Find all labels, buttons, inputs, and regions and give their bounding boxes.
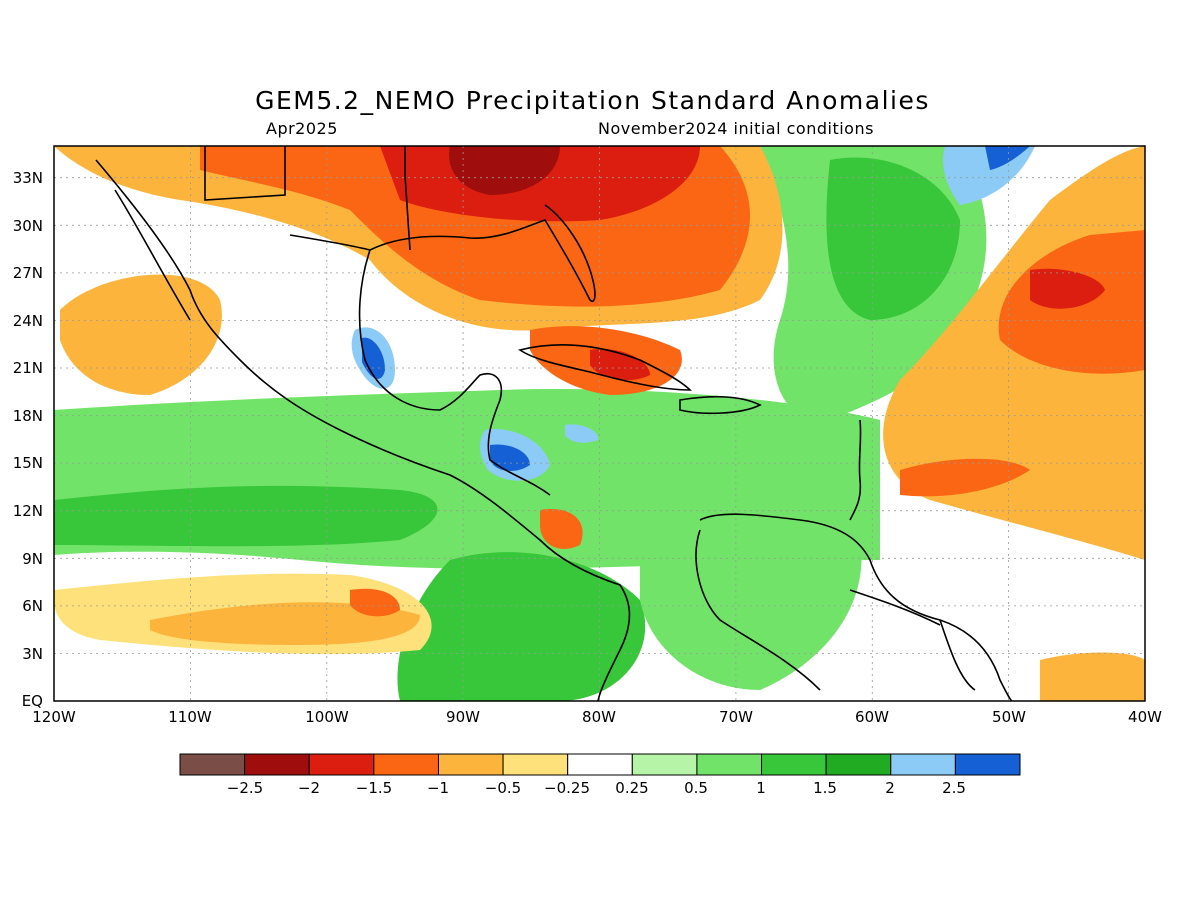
colorbar-swatch-5 bbox=[437, 753, 504, 776]
colorbar-swatch-3 bbox=[308, 753, 375, 776]
lat-label-6n: 6N bbox=[22, 597, 43, 615]
colorbar-swatch-10 bbox=[761, 753, 827, 776]
lat-label-21n: 21N bbox=[13, 359, 43, 377]
lat-label-9n: 9N bbox=[22, 550, 43, 568]
colorbar-label-12: 2.5 bbox=[942, 779, 966, 797]
lon-label-40w: 40W bbox=[1128, 708, 1162, 726]
colorbar-swatch-11 bbox=[825, 753, 892, 776]
lat-label-33n: 33N bbox=[13, 169, 43, 187]
lat-lon-grid bbox=[54, 146, 1145, 701]
lat-label-eq: EQ bbox=[22, 692, 43, 710]
chart-title: GEM5.2_NEMO Precipitation Standard Anoma… bbox=[255, 86, 930, 115]
colorbar-label-2: −2 bbox=[298, 779, 320, 797]
initial-conditions: November2024 initial conditions bbox=[598, 119, 874, 138]
lon-label-90w: 90W bbox=[446, 708, 480, 726]
colorbar-label-6: −0.25 bbox=[544, 779, 590, 797]
colorbar-swatch-7 bbox=[567, 753, 633, 776]
latitude-labels: EQ 3N 6N 9N 12N 15N 18N 21N 24N 27N 30N … bbox=[13, 169, 43, 710]
lon-label-60w: 60W bbox=[855, 708, 889, 726]
lat-label-30n: 30N bbox=[13, 217, 43, 235]
colorbar-labels: −2.5 −2 −1.5 −1 −0.5 −0.25 0.25 0.5 1 1.… bbox=[227, 779, 966, 797]
lon-label-70w: 70W bbox=[719, 708, 753, 726]
coastlines bbox=[95, 146, 1013, 701]
colorbar-swatch-12 bbox=[890, 753, 956, 776]
colorbar bbox=[179, 753, 1021, 776]
colorbar-swatch-8 bbox=[631, 753, 698, 776]
lat-label-12n: 12N bbox=[13, 502, 43, 520]
colorbar-label-7: 0.25 bbox=[615, 779, 648, 797]
colorbar-swatch-6 bbox=[502, 753, 569, 776]
longitude-labels: 120W 110W 100W 90W 80W 70W 60W 50W 40W bbox=[32, 708, 1162, 726]
lat-label-15n: 15N bbox=[13, 454, 43, 472]
colorbar-label-8: 0.5 bbox=[684, 779, 708, 797]
colorbar-swatch-9 bbox=[696, 753, 763, 776]
lat-label-24n: 24N bbox=[13, 312, 43, 330]
lat-label-18n: 18N bbox=[13, 407, 43, 425]
colorbar-label-11: 2 bbox=[885, 779, 895, 797]
colorbar-label-5: −0.5 bbox=[485, 779, 521, 797]
plot-frame bbox=[53, 145, 1146, 702]
colorbar-label-10: 1.5 bbox=[813, 779, 837, 797]
lon-label-50w: 50W bbox=[992, 708, 1026, 726]
lat-label-3n: 3N bbox=[22, 645, 43, 663]
colorbar-label-4: −1 bbox=[427, 779, 449, 797]
colorbar-label-9: 1 bbox=[756, 779, 766, 797]
colorbar-swatch-2 bbox=[244, 753, 310, 776]
lon-label-110w: 110W bbox=[168, 708, 212, 726]
lon-label-100w: 100W bbox=[305, 708, 349, 726]
lat-label-27n: 27N bbox=[13, 264, 43, 282]
colorbar-swatch-4 bbox=[373, 753, 439, 776]
forecast-month: Apr2025 bbox=[266, 119, 338, 138]
lon-label-80w: 80W bbox=[582, 708, 616, 726]
colorbar-swatch-1 bbox=[179, 753, 246, 776]
colorbar-swatch-13 bbox=[954, 753, 1021, 776]
colorbar-label-3: −1.5 bbox=[356, 779, 392, 797]
colorbar-label-1: −2.5 bbox=[227, 779, 263, 797]
lon-label-120w: 120W bbox=[32, 708, 76, 726]
